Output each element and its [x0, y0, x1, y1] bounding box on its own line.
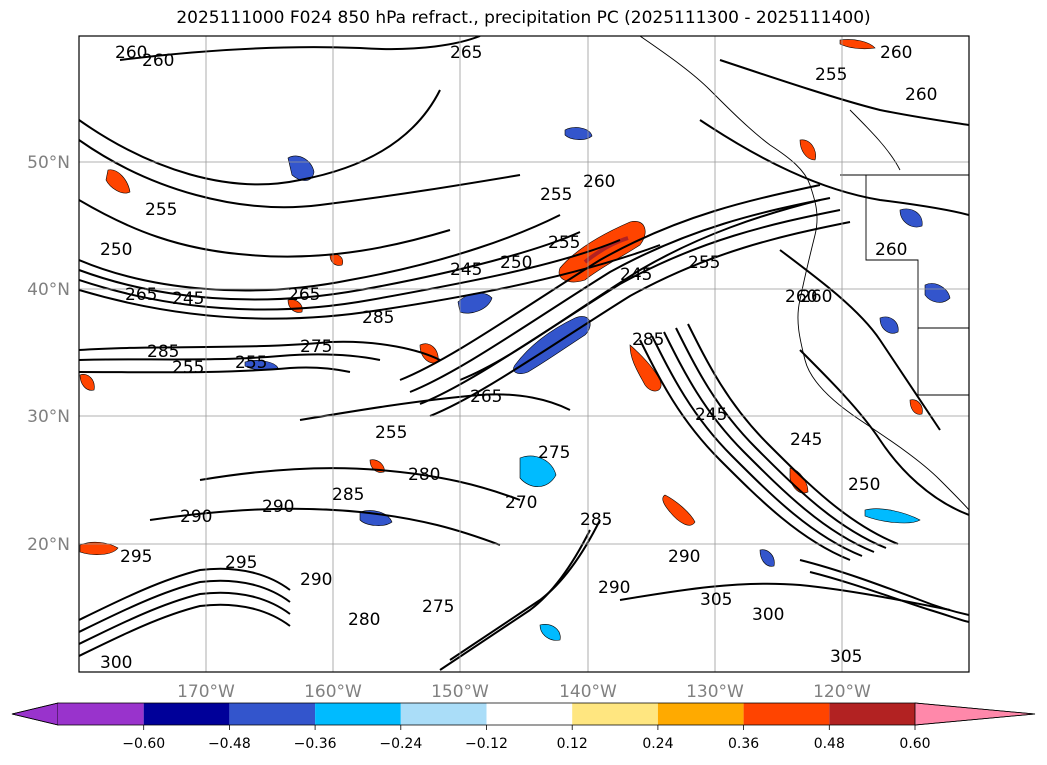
colorbar-bin [743, 703, 830, 725]
contour-label: 255 [375, 423, 407, 443]
colorbar-tick-label: −0.36 [294, 736, 337, 752]
latitude-labels: 50°N 40°N 30°N 20°N [27, 153, 70, 555]
colorbar-bin [657, 703, 744, 725]
contour-label: 250 [100, 240, 132, 260]
colorbar-tick-label: −0.24 [379, 736, 422, 752]
lat-label: 50°N [27, 153, 70, 173]
contour-label: 250 [848, 475, 880, 495]
contour-label: 290 [668, 547, 700, 567]
contour-label: 255 [815, 65, 847, 85]
colorbar-tick-label: −0.48 [208, 736, 251, 752]
contour-label: 255 [548, 233, 580, 253]
contour-label: 270 [505, 493, 537, 513]
contour-label: 245 [620, 265, 652, 285]
contour-label: 260 [115, 43, 147, 63]
contour-label: 265 [125, 285, 157, 305]
contour-label: 260 [800, 287, 832, 307]
contour-label: 285 [147, 342, 179, 362]
contour-label: 275 [300, 337, 332, 357]
lon-label: 140°W [559, 682, 617, 702]
contour-label: 280 [408, 465, 440, 485]
contour-labels: 260 260 265 255 260 260 255 250 260 255 … [100, 43, 937, 673]
contour-label: 255 [235, 353, 267, 373]
contour-label: 255 [145, 200, 177, 220]
contour-label: 260 [880, 43, 912, 63]
contour-label: 265 [450, 43, 482, 63]
lat-label: 30°N [27, 407, 70, 427]
contour-label: 280 [348, 610, 380, 630]
colorbar-bin [400, 703, 487, 725]
lon-label: 150°W [431, 682, 489, 702]
colorbar-bin [486, 703, 573, 725]
lon-label: 170°W [177, 682, 235, 702]
contour-label: 275 [422, 597, 454, 617]
longitude-labels: 170°W 160°W 150°W 140°W 130°W 120°W [177, 682, 871, 702]
contour-label: 285 [632, 330, 664, 350]
colorbar-tick-label: 0.60 [899, 736, 930, 752]
contour-label: 290 [180, 507, 212, 527]
colorbar-bin [229, 703, 316, 725]
map-content: 260 260 265 255 260 260 255 250 260 255 … [79, 36, 969, 673]
colorbar: −0.60 −0.48 −0.36 −0.24 −0.12 0.12 0.24 … [11, 702, 1036, 752]
colorbar-tick-label: −0.60 [122, 736, 165, 752]
contour-label: 290 [300, 570, 332, 590]
lon-label: 130°W [686, 682, 744, 702]
colorbar-bin [315, 703, 401, 725]
colorbar-tick-label: −0.12 [465, 736, 508, 752]
contour-label: 290 [262, 497, 294, 517]
lat-label: 20°N [27, 535, 70, 555]
graticule [79, 36, 969, 672]
contour-label: 300 [752, 605, 784, 625]
contour-label: 245 [450, 260, 482, 280]
colorbar-ticks [143, 725, 916, 730]
contour-label: 305 [830, 647, 862, 667]
contour-label: 305 [700, 590, 732, 610]
colorbar-bin [829, 703, 915, 725]
colorbar-tick-label: 0.12 [557, 736, 588, 752]
contour-label: 245 [695, 405, 727, 425]
lon-label: 120°W [813, 682, 871, 702]
lat-label: 40°N [27, 280, 70, 300]
contour-label: 300 [100, 653, 132, 673]
contour-label: 295 [225, 553, 257, 573]
contour-label: 255 [172, 358, 204, 378]
contour-label: 260 [905, 85, 937, 105]
contour-label: 250 [500, 253, 532, 273]
contour-label: 260 [785, 287, 817, 307]
lon-label: 160°W [304, 682, 362, 702]
figure-title: 2025111000 F024 850 hPa refract., precip… [176, 8, 871, 28]
contour-label: 285 [332, 485, 364, 505]
colorbar-bin [143, 703, 230, 725]
contour-label: 285 [362, 308, 394, 328]
map-frame [78, 35, 970, 673]
refractivity-contours [79, 36, 969, 671]
contour-label: 295 [120, 547, 152, 567]
contour-label: 265 [470, 387, 502, 407]
contour-label: 260 [875, 240, 907, 260]
colorbar-tick-label: 0.36 [728, 736, 759, 752]
contour-label: 245 [790, 430, 822, 450]
contour-label: 255 [540, 185, 572, 205]
contour-label: 245 [172, 289, 204, 309]
colorbar-extend-high [914, 702, 1036, 726]
contour-label: 285 [580, 510, 612, 530]
contour-label: 265 [288, 285, 320, 305]
colorbar-bin [58, 703, 144, 725]
colorbar-bin [572, 703, 658, 725]
contour-label: 260 [142, 51, 174, 71]
colorbar-tick-label: 0.48 [814, 736, 845, 752]
coastline [639, 36, 969, 511]
contour-label: 290 [598, 578, 630, 598]
colorbar-tick-label: 0.24 [642, 736, 673, 752]
contour-label: 260 [583, 172, 615, 192]
contour-label: 255 [688, 253, 720, 273]
contour-label: 275 [538, 443, 570, 463]
colorbar-extend-low [11, 702, 59, 726]
